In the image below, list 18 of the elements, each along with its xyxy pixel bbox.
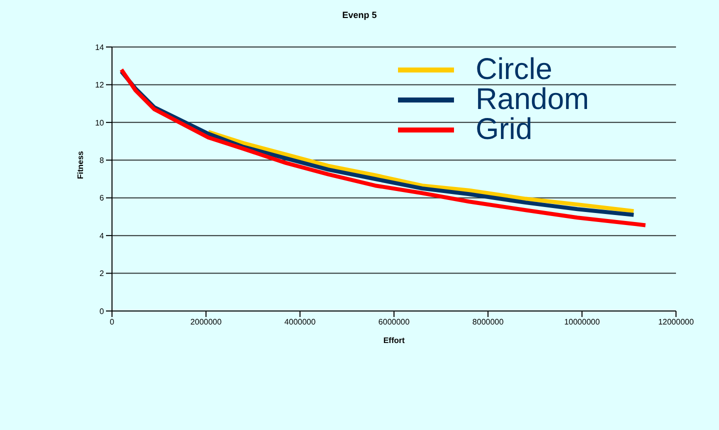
y-axis-title: Fitness <box>76 150 85 179</box>
y-tick-label: 12 <box>95 80 105 90</box>
chart-title: Evenp 5 <box>341 10 378 20</box>
y-tick-label: 10 <box>95 118 105 128</box>
x-tick-label: 6000000 <box>378 318 410 327</box>
y-tick-label: 14 <box>95 42 105 52</box>
x-tick-label: 12000000 <box>658 318 694 327</box>
y-tick-label: 8 <box>100 156 105 165</box>
y-tick-label: 2 <box>100 269 105 278</box>
x-tick-label: 4000000 <box>284 318 316 327</box>
x-tick-label: 10000000 <box>564 318 600 327</box>
y-tick-label: 0 <box>100 306 105 316</box>
x-tick-label: 0 <box>110 318 115 327</box>
x-tick-label: 2000000 <box>190 318 222 327</box>
y-tick-label: 4 <box>100 231 105 240</box>
x-axis-title: Effort <box>383 336 405 345</box>
x-tick-label: 8000000 <box>472 318 504 327</box>
y-tick-label: 6 <box>100 194 105 203</box>
